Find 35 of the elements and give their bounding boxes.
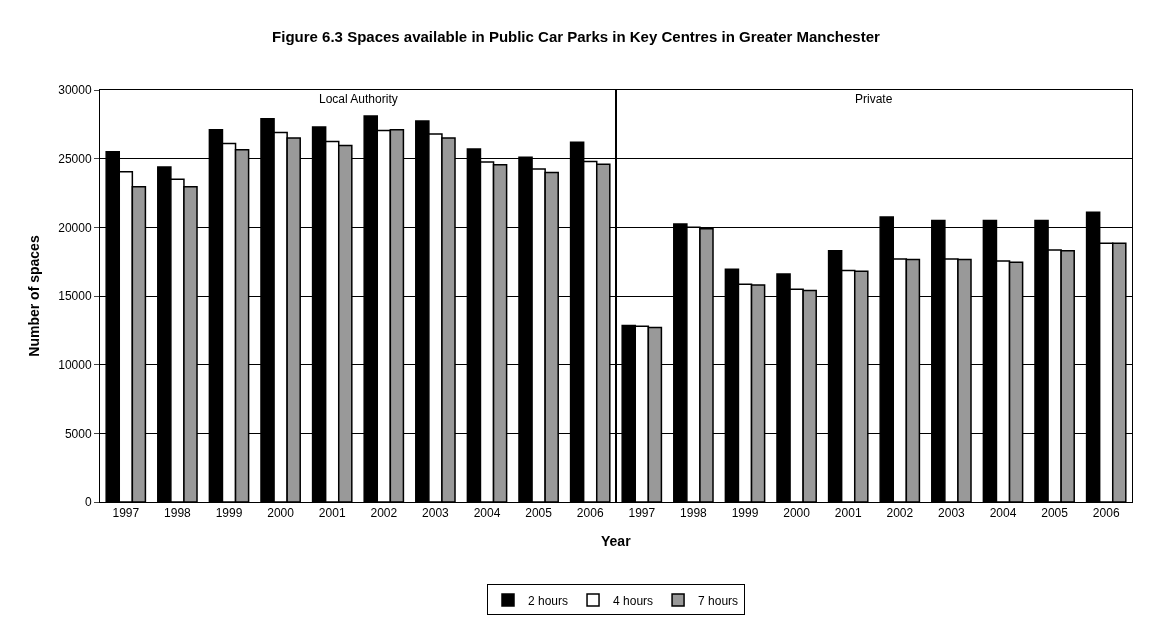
legend-label: 2 hours (528, 593, 569, 608)
x-tick-label: 2003 (938, 506, 966, 521)
x-tick-label: 2002 (886, 506, 914, 521)
x-tick-label: 2002 (370, 506, 398, 521)
y-tick-label: 0 (84, 495, 92, 510)
chart-title: Figure 6.3 Spaces available in Public Car Parks in Key Centres in Greater Manchester (272, 27, 881, 45)
x-tick-label: 2000 (783, 506, 811, 521)
x-tick-label: 2003 (422, 506, 450, 521)
annotation: Private (855, 92, 893, 106)
x-tick-label: 1999 (215, 506, 243, 521)
y-tick-label: 30000 (58, 83, 92, 98)
y-tick-label: 10000 (58, 357, 92, 372)
x-tick-label: 1997 (628, 506, 656, 521)
y-tick-label: 25000 (58, 151, 92, 166)
x-tick-label: 2006 (576, 506, 604, 521)
x-tick-label: 1998 (164, 506, 192, 521)
x-tick-label: 2004 (989, 506, 1017, 521)
x-tick-label: 2001 (318, 506, 346, 521)
x-tick-label: 1997 (112, 506, 140, 521)
x-tick-label: 2004 (473, 506, 501, 521)
y-tick-label: 5000 (64, 426, 92, 441)
legend-label: 4 hours (613, 593, 654, 608)
y-tick-label: 20000 (58, 220, 92, 235)
x-tick-label: 2005 (525, 506, 553, 521)
x-tick-label: 2001 (834, 506, 862, 521)
x-tick-label: 2000 (267, 506, 295, 521)
x-axis-title: Year (601, 533, 632, 549)
y-axis-title: Number of spaces (25, 235, 42, 357)
x-tick-label: 2005 (1041, 506, 1069, 521)
y-tick-label: 15000 (58, 289, 92, 304)
legend-label: 7 hours (698, 593, 739, 608)
x-tick-label: 1999 (731, 506, 759, 521)
x-tick-label: 2006 (1092, 506, 1120, 521)
x-tick-label: 1998 (680, 506, 708, 521)
annotation: Local Authority (319, 92, 398, 106)
